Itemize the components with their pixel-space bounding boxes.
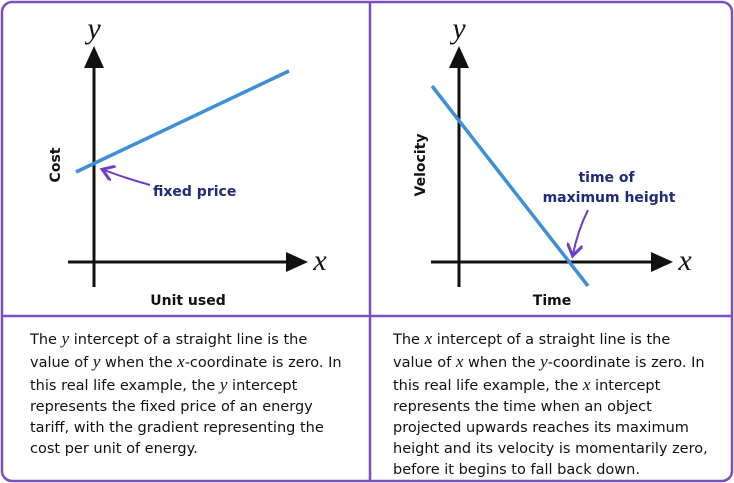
math-variable: y bbox=[92, 352, 101, 371]
description: The y intercept of a straight line is th… bbox=[30, 328, 348, 460]
math-variable: x bbox=[582, 375, 591, 394]
y-axis-label: Cost bbox=[48, 147, 64, 182]
math-variable: y bbox=[540, 352, 548, 371]
math-variable: y bbox=[219, 375, 228, 394]
x-axis-label: Unit used bbox=[150, 293, 226, 309]
text: intercept of a straight line is the valu… bbox=[393, 332, 671, 371]
math-variable: y bbox=[61, 329, 70, 348]
y-axis-symbol: y bbox=[84, 12, 101, 45]
text: intercept represents the fixed price of … bbox=[30, 378, 324, 457]
text: intercept represents the time when an ob… bbox=[393, 378, 708, 478]
text: -coordinate is zero. In this real life e… bbox=[30, 355, 342, 394]
x-axis-symbol: x bbox=[677, 244, 692, 277]
annotation: time of maximum height bbox=[543, 170, 676, 206]
math-variable: x bbox=[177, 352, 185, 371]
annotation: fixed price bbox=[153, 184, 236, 200]
text: -coordinate is zero. In this real life e… bbox=[393, 355, 705, 394]
description: The x intercept of a straight line is th… bbox=[393, 328, 711, 481]
text: when the bbox=[100, 355, 178, 371]
graph bbox=[430, 46, 673, 288]
text: intercept of a straight line is the valu… bbox=[30, 332, 308, 371]
math-variable: x bbox=[424, 329, 433, 348]
text: The bbox=[30, 332, 62, 348]
y-axis-label: Velocity bbox=[413, 134, 429, 197]
x-axis-label: Time bbox=[533, 293, 571, 309]
text: when the bbox=[463, 355, 541, 371]
text: The bbox=[393, 332, 425, 348]
y-axis-symbol: y bbox=[449, 12, 466, 45]
x-axis-symbol: x bbox=[312, 244, 327, 277]
math-variable: x bbox=[455, 352, 464, 371]
graph bbox=[68, 46, 308, 287]
